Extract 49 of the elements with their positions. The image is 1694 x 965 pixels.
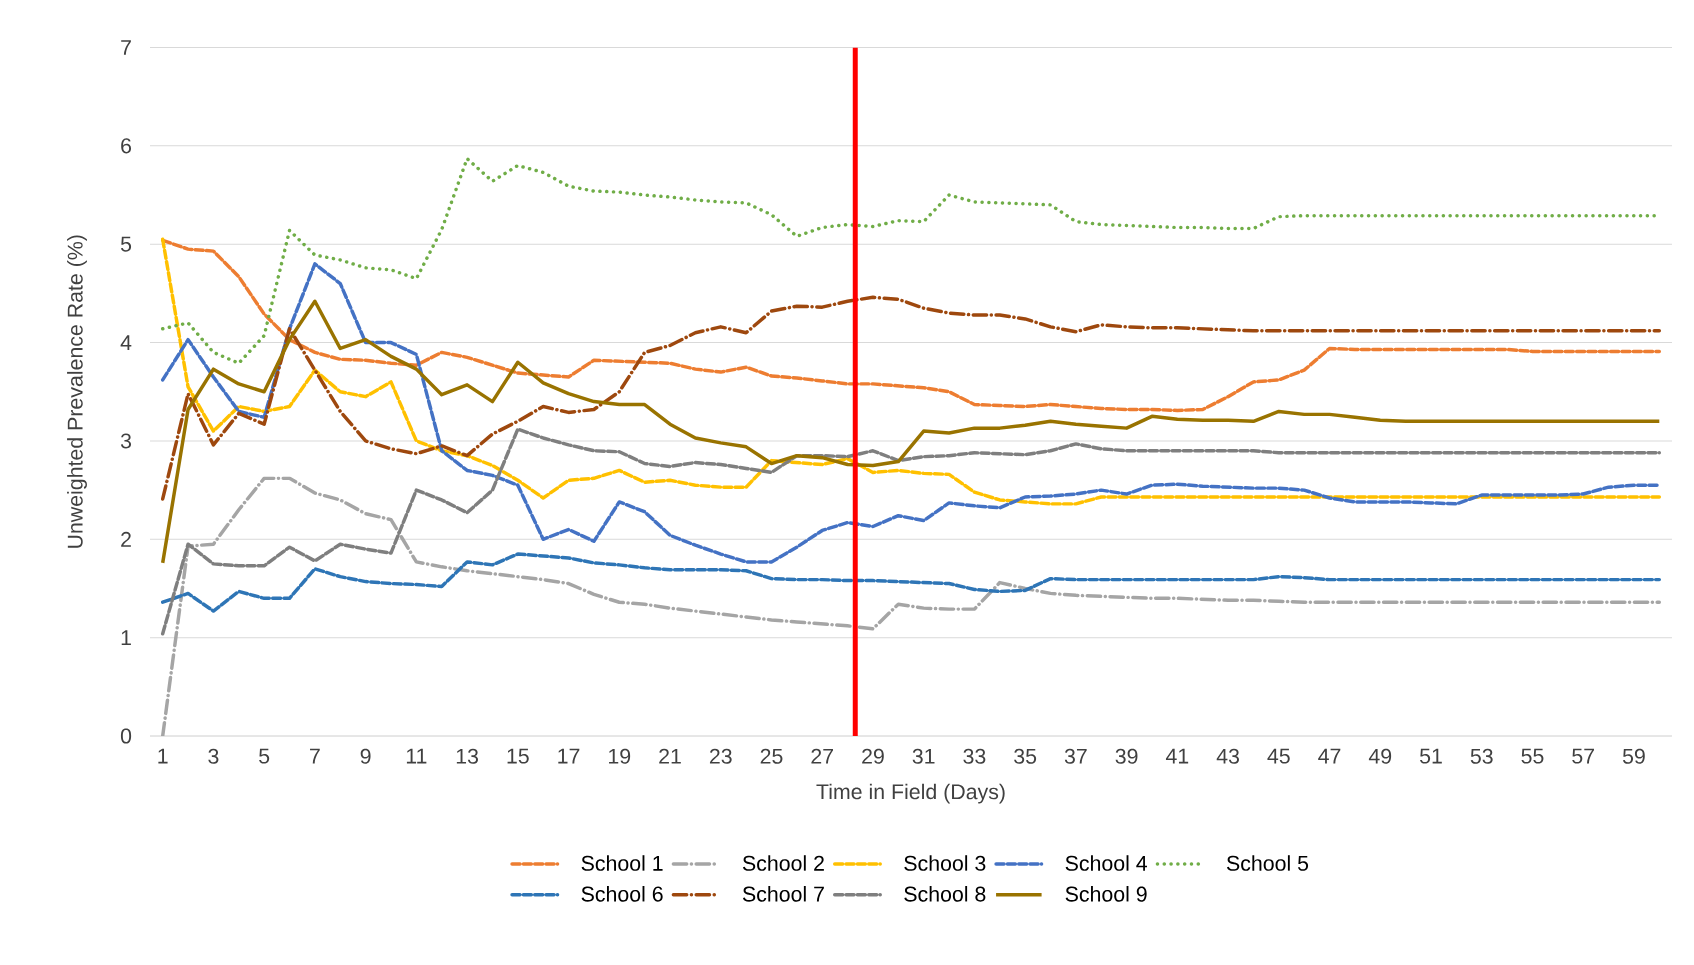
legend-label: School 4	[1065, 855, 1148, 871]
x-tick-label: 25	[760, 748, 783, 764]
x-tick-label: 39	[1115, 748, 1138, 764]
x-tick-label: 57	[1572, 748, 1594, 764]
x-tick-label: 29	[862, 748, 884, 764]
x-tick-label: 41	[1165, 748, 1189, 764]
x-axis-title: Time in Field (Days)	[816, 783, 1005, 804]
x-tick-label: 19	[609, 748, 631, 764]
x-tick-label: 49	[1368, 748, 1392, 764]
y-tick-label: 1	[121, 630, 131, 645]
legend-label: School 3	[904, 855, 986, 871]
x-tick-label: 53	[1470, 748, 1493, 764]
x-tick-label: 31	[912, 748, 935, 764]
x-tick-label: 15	[507, 748, 529, 764]
y-tick-label: 0	[120, 728, 132, 744]
y-axis-title: Unweighted Prevalence Rate (%)	[67, 235, 87, 548]
legend-label: School 9	[1065, 885, 1147, 902]
x-tick-label: 43	[1216, 748, 1239, 764]
x-tick-label: 27	[811, 748, 833, 764]
y-tick-label: 4	[120, 335, 132, 350]
x-tick-label: 45	[1267, 748, 1290, 764]
x-tick-label: 11	[406, 748, 427, 764]
legend-label: School 8	[904, 885, 986, 902]
x-tick-label: 35	[1014, 748, 1037, 764]
x-tick-label: 33	[963, 748, 986, 764]
legend-label: School 1	[581, 855, 663, 871]
x-tick-label: 5	[259, 748, 270, 764]
y-tick-label: 3	[120, 433, 132, 449]
legend-label: School 5	[1226, 855, 1309, 871]
x-tick-label: 47	[1318, 748, 1341, 764]
x-tick-label: 7	[310, 748, 320, 764]
x-tick-label: 13	[456, 748, 478, 764]
legend-label: School 2	[742, 855, 824, 871]
x-tick-label: 1	[158, 748, 168, 764]
x-tick-label: 59	[1622, 748, 1645, 764]
legend-label: School 7	[742, 885, 824, 902]
y-tick-label: 5	[120, 236, 132, 252]
x-tick-label: 51	[1420, 748, 1442, 764]
x-tick-label: 17	[558, 748, 580, 764]
legend-label: School 6	[581, 885, 663, 902]
y-tick-label: 2	[121, 531, 131, 547]
x-tick-label: 21	[659, 748, 681, 764]
x-tick-label: 37	[1064, 748, 1087, 764]
x-tick-label: 23	[709, 748, 732, 764]
y-tick-label: 7	[121, 40, 131, 55]
x-tick-label: 3	[208, 748, 219, 764]
x-tick-label: 55	[1521, 748, 1544, 764]
x-tick-label: 9	[360, 748, 371, 764]
y-tick-label: 6	[121, 138, 132, 154]
